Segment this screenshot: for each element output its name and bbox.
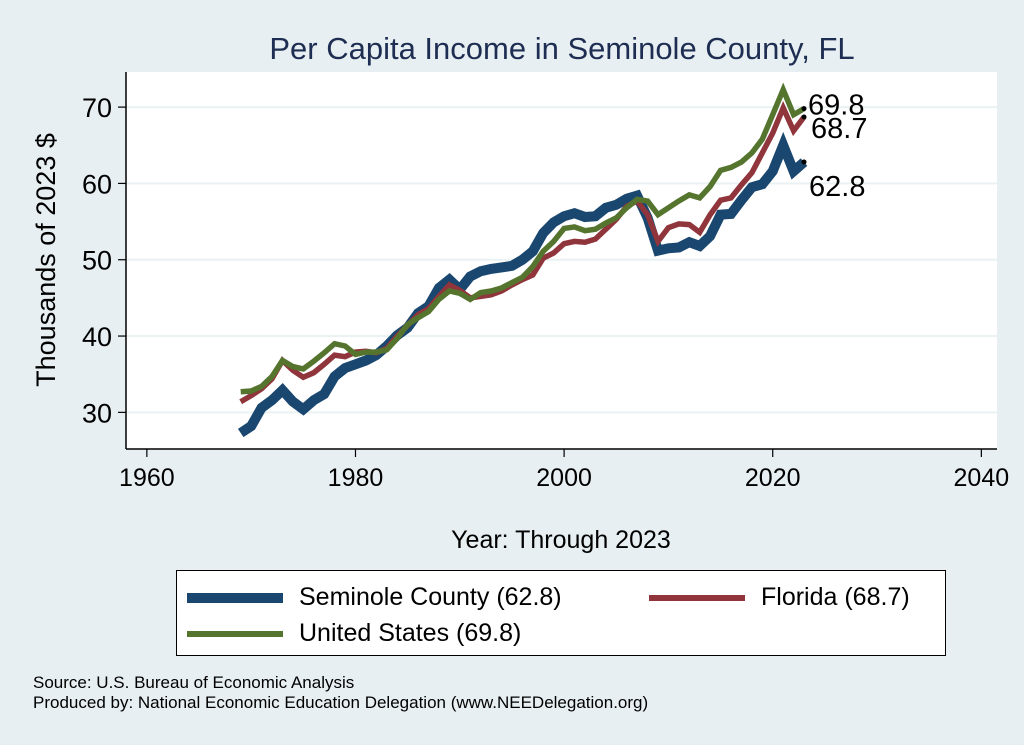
footer: Source: U.S. Bureau of Economic Analysis… [33, 673, 648, 713]
x-tick-label: 1960 [119, 464, 175, 492]
x-tick-label: 2020 [745, 464, 801, 492]
united-states-line [240, 82, 806, 395]
produced-by-note: Produced by: National Economic Education… [33, 693, 649, 712]
legend-label-united-states: United States (69.8) [299, 619, 522, 647]
axes: 30 40 50 60 70 1960 1980 2000 2020 2040 [82, 72, 1009, 492]
legend-label-florida: Florida (68.7) [761, 583, 910, 611]
legend-swatch-united-states [187, 630, 283, 637]
x-axis-label: Year: Through 2023 [451, 526, 671, 554]
series-group [237, 82, 808, 438]
end-point-marker [801, 106, 807, 112]
y-tick-label: 60 [82, 169, 112, 199]
legend-swatch-florida [649, 594, 745, 601]
chart-title: Per Capita Income in Seminole County, FL [269, 31, 854, 66]
legend-item-florida: Florida (68.7) [649, 583, 910, 612]
y-tick-label: 70 [82, 93, 112, 123]
end-point-marker [801, 114, 807, 120]
x-tick-label: 2000 [536, 464, 592, 492]
x-tick-label: 1980 [328, 464, 384, 492]
grid-lines [126, 106, 997, 414]
legend: Seminole County (62.8) Florida (68.7) Un… [176, 570, 946, 656]
end-value-label: 69.8 [808, 90, 864, 122]
source-note: Source: U.S. Bureau of Economic Analysis [33, 673, 355, 692]
end-value-label: 68.7 [811, 113, 867, 145]
legend-item-seminole: Seminole County (62.8) [187, 583, 562, 612]
seminole-county-line [237, 131, 808, 438]
y-tick-label: 40 [82, 322, 112, 352]
legend-swatch-seminole [187, 592, 283, 603]
end-point-marker [801, 159, 807, 165]
end-value-label: 62.8 [809, 171, 865, 203]
legend-label-seminole: Seminole County (62.8) [299, 583, 562, 611]
legend-item-united-states: United States (69.8) [187, 619, 521, 648]
y-tick-label: 30 [82, 398, 112, 428]
y-tick-label: 50 [82, 246, 112, 276]
x-tick-label: 2040 [954, 464, 1010, 492]
y-axis-label: Thousands of 2023 $ [31, 133, 61, 387]
end-labels: 62.8 68.769.8 [801, 90, 867, 203]
